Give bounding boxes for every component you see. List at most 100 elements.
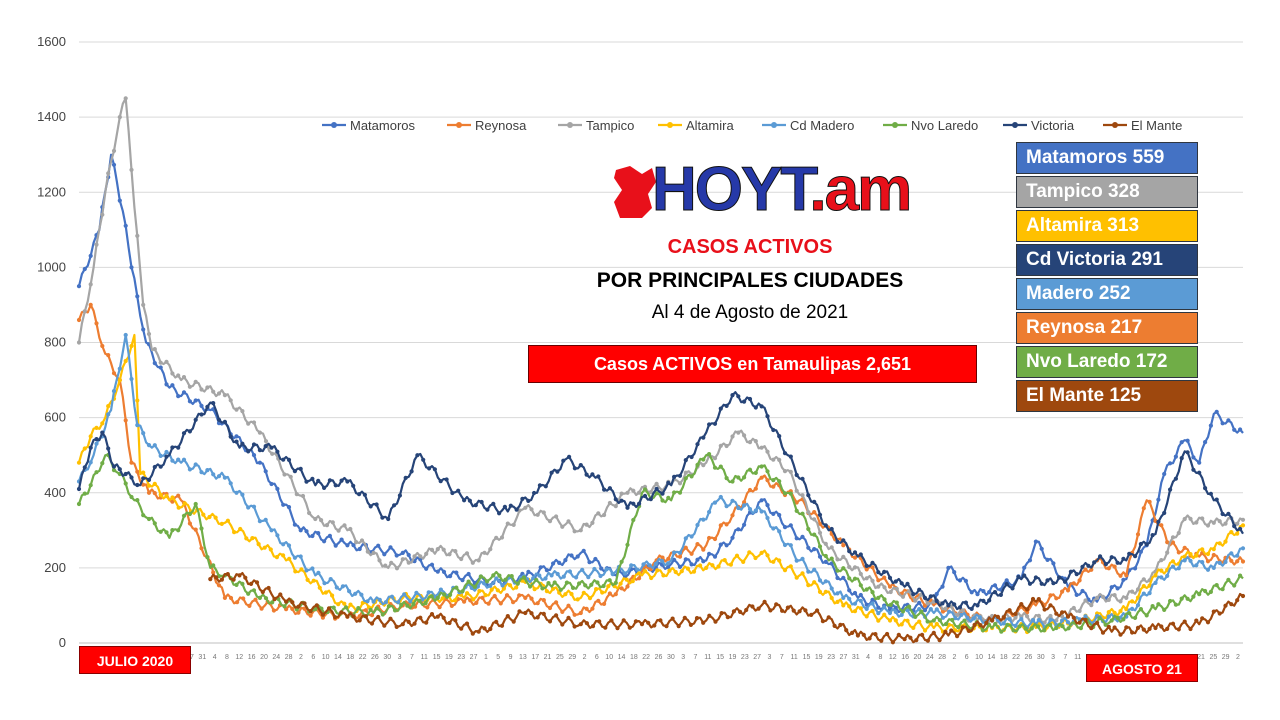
data-point xyxy=(193,462,198,467)
data-point xyxy=(888,589,893,595)
data-point xyxy=(298,528,303,533)
data-point xyxy=(88,460,93,465)
data-point xyxy=(782,568,788,573)
data-point xyxy=(712,465,718,470)
data-point xyxy=(123,332,128,338)
x-tick-label: 8 xyxy=(225,654,229,661)
data-point xyxy=(829,556,834,561)
data-point xyxy=(176,457,181,462)
data-point xyxy=(546,581,551,586)
data-point xyxy=(829,595,834,601)
data-point xyxy=(158,360,163,365)
data-point xyxy=(472,584,477,590)
data-point xyxy=(1013,615,1018,620)
data-point xyxy=(590,606,595,611)
data-point xyxy=(1036,617,1041,623)
data-point xyxy=(943,629,948,635)
data-point xyxy=(388,545,393,550)
data-point xyxy=(1141,591,1146,596)
data-point xyxy=(596,474,601,479)
data-point xyxy=(1191,467,1196,472)
data-point xyxy=(701,517,706,522)
data-point xyxy=(765,478,770,483)
data-point xyxy=(806,545,811,550)
data-point xyxy=(1103,622,1108,627)
x-tick-label: 2 xyxy=(952,654,956,661)
data-point xyxy=(474,600,479,606)
data-point xyxy=(176,505,181,510)
x-tick-label: 19 xyxy=(729,654,737,661)
total-banner: Casos ACTIVOS en Tamaulipas 2,651 xyxy=(528,345,977,383)
data-point xyxy=(955,613,960,618)
data-point xyxy=(330,520,335,525)
data-point xyxy=(176,394,181,399)
data-point xyxy=(730,513,735,518)
data-point xyxy=(544,568,550,573)
gridlines xyxy=(79,41,1243,644)
data-point xyxy=(928,594,933,599)
legend-item: Reynosa xyxy=(447,118,527,133)
data-point xyxy=(806,583,811,588)
data-point xyxy=(712,554,718,559)
data-point xyxy=(339,537,344,542)
data-point xyxy=(594,587,599,592)
data-point xyxy=(141,476,146,481)
data-point xyxy=(1022,565,1027,570)
data-point xyxy=(94,441,99,446)
data-point xyxy=(547,619,553,624)
data-point xyxy=(931,618,936,623)
data-point xyxy=(649,575,654,581)
data-point xyxy=(574,575,579,580)
data-point xyxy=(829,545,834,550)
data-point xyxy=(219,577,224,582)
data-point xyxy=(554,613,559,618)
data-point xyxy=(946,603,951,608)
data-point xyxy=(597,619,602,624)
data-point xyxy=(232,530,237,535)
data-point xyxy=(1197,460,1202,465)
data-point xyxy=(882,605,887,610)
data-point xyxy=(376,543,381,548)
data-point xyxy=(363,608,368,613)
data-point xyxy=(1007,617,1012,622)
data-point xyxy=(627,625,632,630)
data-point xyxy=(613,497,618,502)
data-point xyxy=(435,547,440,552)
x-tick-label: 11 xyxy=(421,654,428,661)
data-point xyxy=(578,610,583,616)
data-point xyxy=(561,574,566,579)
data-point xyxy=(1118,573,1123,578)
data-point xyxy=(1025,607,1030,612)
data-point xyxy=(1162,607,1167,613)
hoyt-logo: HOYT.am xyxy=(612,155,913,225)
data-point xyxy=(1144,542,1149,547)
data-point xyxy=(683,536,688,541)
data-point xyxy=(234,439,239,444)
data-point xyxy=(664,624,669,629)
data-point xyxy=(876,605,881,610)
data-point xyxy=(251,588,257,593)
data-point xyxy=(187,521,192,526)
data-point xyxy=(216,474,222,479)
data-point xyxy=(441,592,447,597)
data-point xyxy=(453,618,458,623)
data-point xyxy=(654,491,659,496)
data-point xyxy=(88,253,93,258)
data-point xyxy=(730,434,735,439)
x-tick-label: 20 xyxy=(260,654,268,661)
data-point xyxy=(504,593,510,598)
data-point xyxy=(876,584,881,589)
data-point xyxy=(187,511,192,517)
data-point xyxy=(852,550,858,555)
data-point xyxy=(1130,606,1135,612)
data-point xyxy=(759,550,764,556)
data-point xyxy=(234,490,239,495)
data-point xyxy=(1039,581,1044,586)
data-point xyxy=(357,618,362,623)
series-el-mante xyxy=(208,571,1246,645)
data-point xyxy=(1109,618,1114,623)
data-point xyxy=(549,470,554,475)
data-point xyxy=(1033,539,1038,544)
data-point xyxy=(1118,609,1123,614)
data-point xyxy=(437,605,442,610)
